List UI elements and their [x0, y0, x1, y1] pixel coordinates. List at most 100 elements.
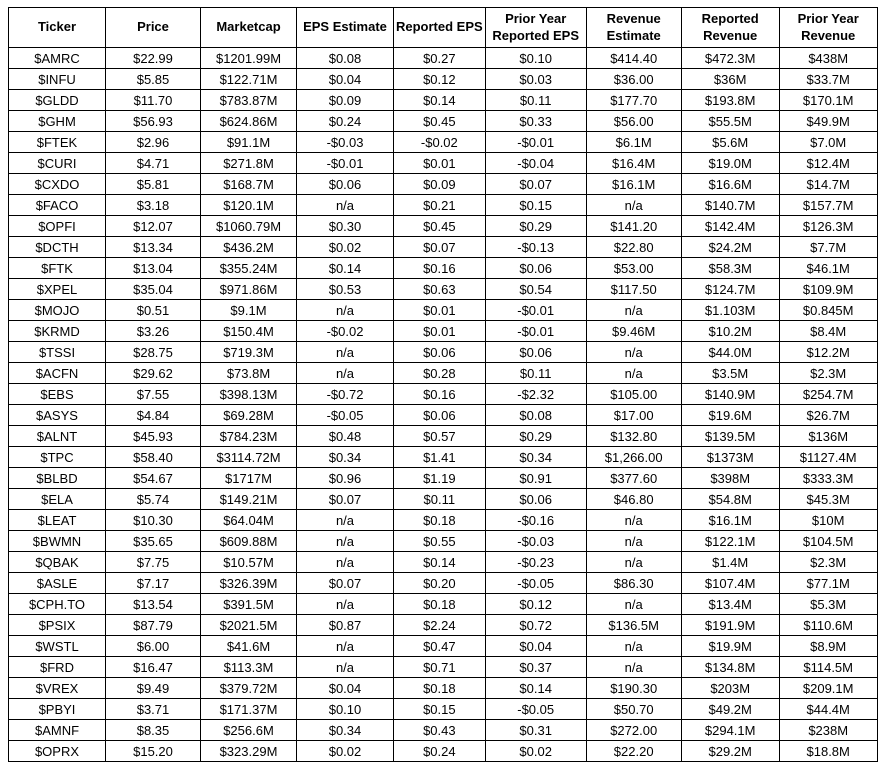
table-cell: -$0.01: [484, 299, 587, 321]
table-row: $EBS $7.55 $398.13M -$0.72 $0.16 -$2.32 $105.0…: [8, 383, 878, 405]
table-cell: $191.9M: [680, 614, 780, 636]
table-cell: $0.11: [393, 488, 486, 510]
table-cell: $BLBD: [8, 467, 106, 489]
table-cell: $0.04: [484, 635, 587, 657]
table-cell: $0.18: [393, 677, 486, 699]
table-cell: $0.08: [296, 47, 394, 69]
table-cell: $41.6M: [200, 635, 297, 657]
table-cell: $140.9M: [680, 383, 780, 405]
table-row: $ALNT $45.93 $784.23M $0.48 $0.57 $0.29 $132.8…: [8, 425, 878, 447]
table-cell: $0.12: [484, 593, 587, 615]
table-cell: $6.1M: [585, 131, 682, 153]
table-cell: $7.55: [105, 383, 201, 405]
table-cell: $355.24M: [200, 257, 297, 279]
table-cell: $XPEL: [8, 278, 106, 300]
table-cell: n/a: [296, 299, 394, 321]
table-cell: $3.26: [105, 320, 201, 342]
table-row: $ASLE $7.17 $326.39M $0.07 $0.20 -$0.05 $86.30…: [8, 572, 878, 594]
table-cell: $29.62: [105, 362, 201, 384]
table-cell: $5.6M: [680, 131, 780, 153]
table-cell: n/a: [585, 656, 682, 678]
table-cell: $2.24: [393, 614, 486, 636]
table-cell: $TPC: [8, 446, 106, 468]
table-row: $FRD $16.47 $113.3M n/a $0.71 $0.37 n/a $134.8M…: [8, 656, 878, 678]
table-cell: $0.27: [393, 47, 486, 69]
table-cell: $0.08: [484, 404, 587, 426]
table-cell: $0.06: [484, 257, 587, 279]
column-header: Reported Revenue: [680, 7, 780, 48]
table-cell: n/a: [296, 530, 394, 552]
table-cell: $122.71M: [200, 68, 297, 90]
table-cell: $AMRC: [8, 47, 106, 69]
table-cell: $19.6M: [680, 404, 780, 426]
table-cell: $ASYS: [8, 404, 106, 426]
table-cell: $8.4M: [778, 320, 878, 342]
table-cell: $13.54: [105, 593, 201, 615]
table-cell: $0.10: [296, 698, 394, 720]
table-cell: n/a: [585, 551, 682, 573]
table-cell: $0.09: [296, 89, 394, 111]
table-cell: $4.84: [105, 404, 201, 426]
table-cell: $9.49: [105, 677, 201, 699]
table-cell: $9.1M: [200, 299, 297, 321]
table-cell: $0.34: [296, 719, 394, 741]
table-cell: $2.3M: [778, 551, 878, 573]
table-cell: n/a: [296, 362, 394, 384]
table-cell: $5.74: [105, 488, 201, 510]
table-cell: $168.7M: [200, 173, 297, 195]
table-cell: $0.53: [296, 278, 394, 300]
table-cell: $0.31: [484, 719, 587, 741]
table-cell: n/a: [296, 593, 394, 615]
table-cell: $7.75: [105, 551, 201, 573]
table-cell: $177.70: [585, 89, 682, 111]
table-cell: $PBYI: [8, 698, 106, 720]
column-header: Revenue Estimate: [585, 7, 682, 48]
table-cell: $0.51: [105, 299, 201, 321]
table-cell: $0.11: [484, 362, 587, 384]
column-header: EPS Estimate: [296, 7, 394, 48]
table-cell: $8.9M: [778, 635, 878, 657]
table-cell: $272.00: [585, 719, 682, 741]
table-cell: -$0.04: [484, 152, 587, 174]
table-cell: $56.00: [585, 110, 682, 132]
table-cell: $28.75: [105, 341, 201, 363]
table-cell: $0.18: [393, 593, 486, 615]
table-cell: n/a: [296, 551, 394, 573]
table-cell: $1201.99M: [200, 47, 297, 69]
table-cell: $414.40: [585, 47, 682, 69]
table-cell: $PSIX: [8, 614, 106, 636]
header-row: Ticker Price Marketcap EPS Estimate Reported…: [8, 7, 878, 48]
table-cell: $7.17: [105, 572, 201, 594]
table-cell: -$0.03: [484, 530, 587, 552]
table-cell: $22.20: [585, 740, 682, 762]
table-cell: n/a: [585, 509, 682, 531]
table-cell: $OPRX: [8, 740, 106, 762]
table-cell: $16.6M: [680, 173, 780, 195]
table-row: $FTEK $2.96 $91.1M -$0.03 -$0.02 -$0.01 $6.1M $…: [8, 131, 878, 153]
table-cell: $ACFN: [8, 362, 106, 384]
table-cell: -$0.72: [296, 383, 394, 405]
table-cell: $54.67: [105, 467, 201, 489]
table-cell: $472.3M: [680, 47, 780, 69]
column-header: Ticker: [8, 7, 106, 48]
table-cell: $0.29: [484, 215, 587, 237]
table-cell: $58.40: [105, 446, 201, 468]
table-cell: $ALNT: [8, 425, 106, 447]
table-cell: $238M: [778, 719, 878, 741]
table-cell: $149.21M: [200, 488, 297, 510]
table-cell: $0.14: [393, 551, 486, 573]
table-cell: $0.11: [484, 89, 587, 111]
table-cell: $0.15: [484, 194, 587, 216]
table-cell: $3.18: [105, 194, 201, 216]
table-cell: $16.1M: [680, 509, 780, 531]
table-cell: $3.5M: [680, 362, 780, 384]
table-cell: $86.30: [585, 572, 682, 594]
table-cell: $0.01: [393, 320, 486, 342]
table-row: $ASYS $4.84 $69.28M -$0.05 $0.06 $0.08 $17.00 $…: [8, 404, 878, 426]
table-cell: $6.00: [105, 635, 201, 657]
table-cell: $2021.5M: [200, 614, 297, 636]
table-cell: $QBAK: [8, 551, 106, 573]
table-cell: $141.20: [585, 215, 682, 237]
table-cell: n/a: [585, 299, 682, 321]
table-cell: $1.4M: [680, 551, 780, 573]
